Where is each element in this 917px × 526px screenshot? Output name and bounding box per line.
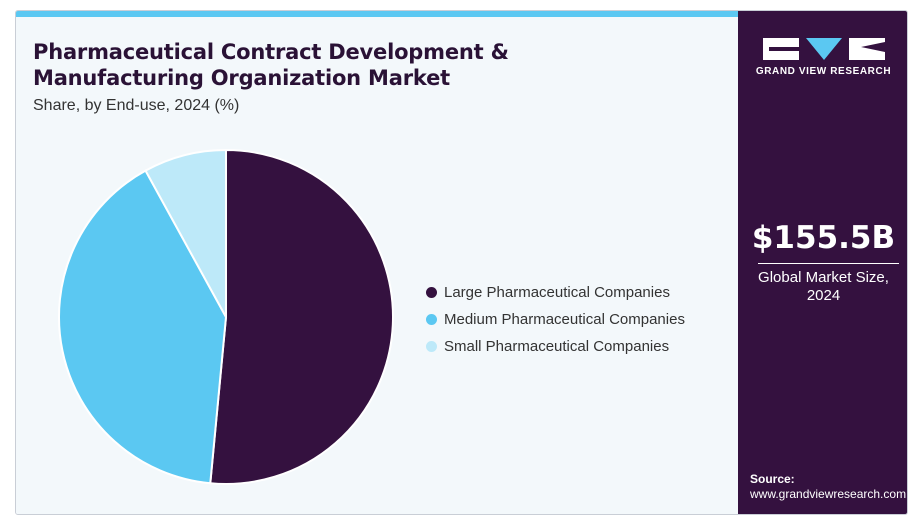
source-url: www.grandviewresearch.com [750, 487, 907, 501]
pie-chart [58, 148, 394, 485]
pie-slice-large [209, 148, 394, 485]
page-title: Pharmaceutical Contract Development & Ma… [33, 39, 713, 91]
market-size-label-line-2: 2024 [806, 287, 841, 304]
legend-item-small: Small Pharmaceutical Companies [426, 333, 685, 360]
legend-label-large: Large Pharmaceutical Companies [444, 284, 670, 301]
chart-subtitle: Share, by End-use, 2024 (%) [33, 97, 240, 114]
stat-divider [758, 263, 899, 264]
market-size-value: $155.5B [751, 220, 896, 256]
chart-panel: Pharmaceutical Contract Development & Ma… [16, 17, 738, 514]
market-size-label: Global Market Size, 2024 [738, 269, 907, 305]
source-note: Source: www.grandviewresearch.com [750, 472, 906, 502]
accent-bar [16, 11, 738, 17]
summary-sidebar: GRAND VIEW RESEARCH $155.5B Global Marke… [738, 11, 907, 514]
market-size-label-line-1: Global Market Size, [758, 269, 889, 286]
source-label: Source: [750, 472, 795, 486]
legend-swatch-medium [426, 314, 437, 325]
pie-slice-medium [58, 169, 228, 485]
legend-swatch-small [426, 341, 437, 352]
legend-swatch-large [426, 287, 437, 298]
title-line-2: Manufacturing Organization Market [33, 66, 450, 90]
legend-label-medium: Medium Pharmaceutical Companies [444, 311, 685, 328]
grand-view-research-logo-icon [763, 38, 885, 60]
legend-item-large: Large Pharmaceutical Companies [426, 279, 685, 306]
infographic-frame: Pharmaceutical Contract Development & Ma… [15, 10, 908, 515]
chart-legend: Large Pharmaceutical Companies Medium Ph… [426, 279, 685, 360]
legend-item-medium: Medium Pharmaceutical Companies [426, 306, 685, 333]
logo-text: GRAND VIEW RESEARCH [755, 66, 892, 77]
title-line-1: Pharmaceutical Contract Development & [33, 40, 509, 64]
legend-label-small: Small Pharmaceutical Companies [444, 338, 670, 355]
pie-slice-small [144, 148, 227, 318]
